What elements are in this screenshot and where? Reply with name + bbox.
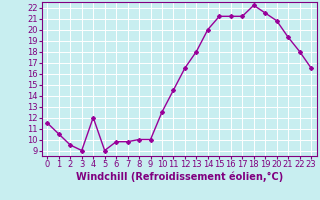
- X-axis label: Windchill (Refroidissement éolien,°C): Windchill (Refroidissement éolien,°C): [76, 172, 283, 182]
